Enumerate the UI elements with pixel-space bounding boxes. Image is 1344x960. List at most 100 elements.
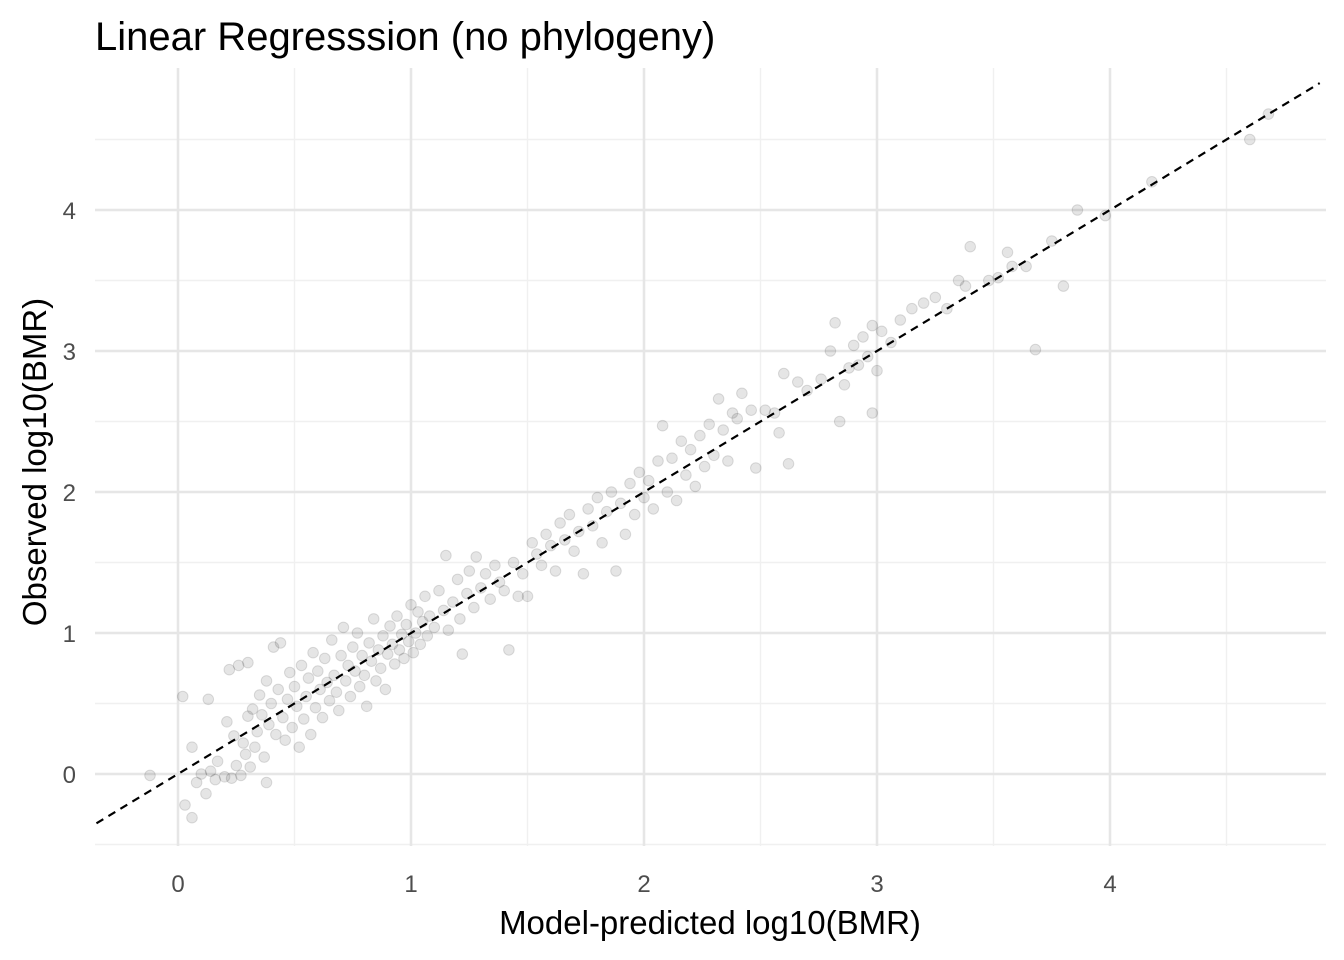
major-gridlines (95, 68, 1326, 846)
data-point (428, 621, 441, 634)
data-point (400, 618, 413, 631)
data-point (666, 452, 678, 465)
data-point (596, 537, 608, 549)
data-point (759, 404, 772, 417)
data-point (540, 528, 552, 541)
data-point (186, 741, 198, 754)
data-point (186, 811, 198, 824)
data-point (256, 709, 268, 721)
x-tick-label: 4 (1103, 871, 1116, 898)
data-point (309, 701, 322, 714)
data-point (619, 528, 632, 541)
data-point (353, 680, 366, 693)
data-point (1071, 204, 1084, 216)
data-point (461, 587, 473, 600)
data-point (328, 669, 340, 682)
data-point (335, 649, 347, 662)
data-point (316, 711, 329, 724)
data-point (703, 418, 716, 431)
data-point (204, 765, 217, 778)
data-point (577, 568, 590, 580)
data-point (838, 379, 851, 391)
data-point (503, 644, 515, 656)
data-point (549, 565, 562, 577)
x-tick-label: 3 (870, 871, 883, 898)
data-point (456, 648, 469, 660)
data-point (258, 751, 271, 763)
data-point (298, 713, 310, 725)
data-point (244, 761, 256, 773)
x-tick-label: 1 (404, 871, 417, 898)
data-point (230, 759, 243, 772)
y-tick-label: 2 (63, 480, 76, 507)
data-point (326, 634, 338, 646)
data-point (412, 606, 424, 618)
data-point (286, 721, 299, 734)
data-point (433, 584, 445, 597)
data-point (337, 621, 350, 634)
data-point (468, 601, 480, 614)
data-point (246, 703, 259, 715)
data-point (824, 345, 837, 357)
data-point (675, 435, 688, 448)
data-point (582, 503, 594, 515)
y-axis-title: Observed log10(BMR) (16, 298, 53, 626)
data-point (1262, 108, 1275, 120)
data-point (367, 613, 380, 625)
data-point (277, 711, 289, 724)
data-point (526, 537, 539, 549)
data-point (773, 427, 785, 439)
data-point (750, 462, 762, 474)
x-tick-label: 2 (637, 871, 650, 898)
data-point (274, 637, 287, 649)
data-point (1001, 246, 1014, 259)
data-point (358, 669, 371, 682)
data-point (964, 240, 977, 253)
y-tick-label: 1 (63, 621, 76, 648)
data-point (745, 404, 758, 417)
data-point (722, 455, 734, 467)
data-point (288, 680, 301, 693)
data-point (983, 274, 995, 287)
data-point (253, 689, 266, 701)
data-point (489, 559, 501, 572)
data-point (221, 716, 233, 728)
data-point (374, 662, 387, 675)
data-point (1029, 343, 1042, 356)
data-point (463, 565, 476, 577)
data-point (284, 666, 296, 679)
data-point (360, 700, 373, 713)
data-point (470, 551, 483, 563)
data-point (333, 704, 345, 717)
data-point (507, 556, 520, 569)
data-point (144, 769, 156, 782)
data-point (281, 693, 294, 706)
data-point (267, 641, 280, 653)
data-point (344, 690, 357, 703)
data-point (347, 641, 359, 653)
data-point (242, 710, 254, 723)
y-tick-label: 3 (63, 339, 76, 366)
data-point (393, 644, 406, 656)
data-point (225, 772, 238, 785)
data-point (517, 568, 529, 580)
y-tick-labels: 0 1 2 3 4 (63, 198, 76, 789)
data-point (605, 486, 618, 498)
data-point (801, 384, 813, 397)
data-point (440, 549, 452, 562)
data-point (356, 649, 368, 662)
data-point (906, 302, 918, 315)
data-point (498, 584, 511, 597)
data-point (419, 590, 431, 603)
data-point (211, 755, 224, 768)
data-point (1057, 280, 1070, 292)
chart-title: Linear Regresssion (no phylogeny) (95, 15, 715, 59)
data-point (768, 407, 781, 419)
data-point (447, 596, 459, 608)
data-point (512, 590, 525, 603)
data-point (372, 644, 385, 656)
minor-gridlines (95, 68, 1326, 846)
data-point (176, 690, 189, 703)
data-point (323, 694, 336, 707)
